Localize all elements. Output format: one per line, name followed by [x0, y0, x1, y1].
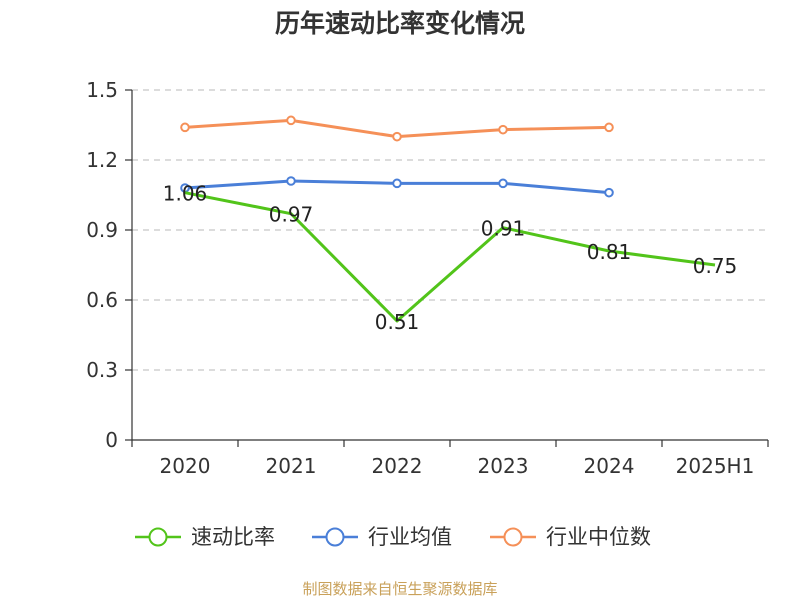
series-line	[184, 191, 716, 323]
data-point	[180, 183, 190, 193]
grid	[132, 89, 768, 371]
data-label: 0.91	[481, 217, 526, 241]
data-point	[392, 131, 402, 142]
data-point	[392, 178, 402, 189]
x-tick-label: 2020	[160, 454, 211, 478]
legend-item: 行业中位数	[490, 525, 651, 549]
y-tick-label: 0.3	[86, 358, 118, 382]
source-note: 制图数据来自恒生聚源数据库	[302, 580, 497, 598]
legend-marker	[503, 527, 523, 547]
data-point	[604, 187, 614, 198]
data-label: 0.51	[375, 310, 420, 334]
data-point	[498, 124, 508, 135]
y-tick-label: 1.2	[86, 148, 118, 172]
legend-label: 行业均值	[368, 525, 452, 549]
axes: 0 0.3 0.6 0.9 1.2 1.5 2020 2021 2022 2023 2024 2025…	[86, 78, 769, 478]
legend-marker	[148, 527, 168, 547]
legend: 速动比率 行业均值 行业中位数	[135, 525, 651, 549]
legend-item: 行业均值	[312, 525, 452, 549]
x-tick-label: 2022	[372, 454, 423, 478]
x-tick-label: 2024	[584, 454, 635, 478]
chart-title: 历年速动比率变化情况	[275, 9, 525, 38]
y-tick-label: 0.9	[86, 218, 118, 242]
data-point	[180, 122, 190, 133]
data-label: 1.06	[163, 182, 208, 206]
data-point	[498, 178, 508, 189]
legend-marker	[325, 527, 345, 547]
legend-item: 速动比率	[135, 525, 275, 549]
data-labels: 1.06 0.97 0.51 0.91 0.81 0.75	[163, 182, 738, 334]
x-tick-label: 2023	[478, 454, 529, 478]
data-point	[286, 115, 296, 126]
y-tick-label: 0	[105, 428, 118, 452]
x-tick-label: 2021	[266, 454, 317, 478]
legend-label: 行业中位数	[546, 525, 651, 549]
data-point	[286, 176, 296, 186]
series-group	[180, 115, 716, 323]
data-label: 0.75	[693, 254, 738, 278]
legend-label: 速动比率	[191, 525, 275, 549]
data-point	[604, 122, 614, 133]
y-tick-label: 1.5	[86, 78, 118, 102]
data-label: 0.81	[587, 240, 632, 264]
x-tick-label: 2025H1	[676, 454, 755, 478]
y-tick-label: 0.6	[86, 288, 118, 312]
data-label: 0.97	[269, 203, 314, 227]
